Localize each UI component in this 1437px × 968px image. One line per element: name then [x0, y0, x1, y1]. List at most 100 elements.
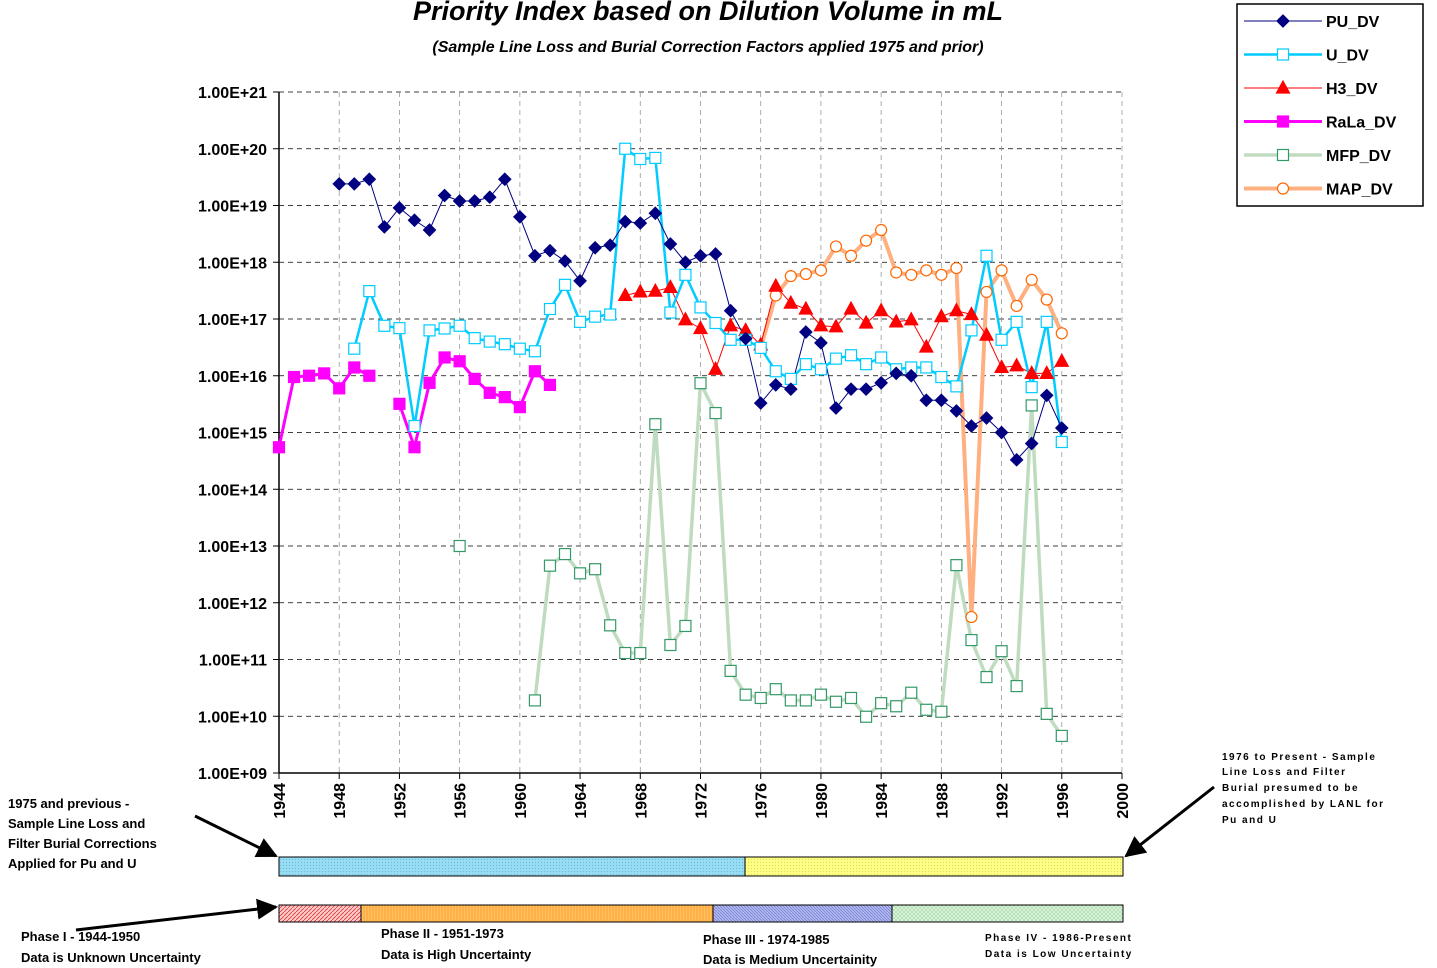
y-tick-label: 1.00E+15 — [198, 426, 267, 443]
marker — [950, 261, 963, 275]
marker — [632, 283, 648, 298]
legend-label: H3_DV — [1326, 81, 1378, 98]
marker — [363, 285, 376, 298]
marker — [558, 254, 572, 268]
marker — [332, 177, 347, 191]
annotation-line: Phase II - 1951-1973 — [381, 926, 504, 941]
marker — [920, 361, 933, 374]
marker — [920, 264, 933, 277]
marker — [1009, 452, 1024, 467]
series-line — [625, 285, 1063, 374]
marker — [783, 382, 798, 397]
marker — [1024, 436, 1039, 451]
correction-bar-before — [278, 856, 746, 877]
marker — [678, 255, 693, 270]
marker — [739, 688, 752, 701]
annotation: Phase I - 1944-1950 Data is Unknown Unce… — [21, 929, 202, 965]
annotation-line: Phase III - 1974-1985 — [703, 932, 829, 947]
annotation-line: accomplished by LANL for — [1222, 799, 1385, 810]
marker — [362, 172, 377, 187]
marker — [708, 361, 724, 375]
marker — [679, 268, 692, 281]
marker — [453, 539, 466, 553]
marker — [980, 670, 993, 684]
annotation-line: Filter Burial Corrections — [8, 836, 157, 851]
marker — [648, 206, 663, 221]
marker — [890, 266, 903, 279]
legend-label: PU_DV — [1326, 14, 1380, 31]
annotation-line: Phase I - 1944-1950 — [21, 929, 140, 944]
marker — [348, 342, 361, 355]
x-tick-label: 1964 — [573, 783, 590, 819]
marker — [573, 567, 587, 580]
marker — [468, 372, 481, 386]
marker — [1040, 315, 1053, 328]
marker — [859, 234, 873, 247]
y-tick-label: 1.00E+12 — [198, 596, 267, 613]
marker — [318, 367, 331, 380]
marker — [693, 248, 708, 263]
arrow — [1124, 785, 1215, 858]
marker — [497, 172, 512, 187]
marker — [347, 177, 362, 191]
x-tick-label: 1976 — [754, 783, 771, 819]
marker — [814, 363, 828, 376]
marker — [964, 419, 979, 433]
marker — [994, 359, 1010, 374]
x-tick-label: 1948 — [332, 783, 349, 819]
marker — [738, 331, 753, 346]
legend-label: MFP_DV — [1326, 148, 1391, 165]
marker — [663, 237, 678, 251]
marker — [453, 355, 466, 368]
marker — [994, 425, 1009, 440]
y-tick-label: 1.00E+11 — [199, 653, 267, 670]
annotation-line: Data is High Uncertainty — [381, 947, 532, 962]
marker — [799, 694, 812, 707]
marker — [858, 314, 874, 329]
marker — [723, 317, 739, 332]
x-tick-label: 1984 — [874, 783, 891, 819]
marker — [919, 393, 934, 408]
marker — [933, 308, 949, 323]
marker — [979, 411, 994, 425]
marker — [528, 365, 542, 378]
annotation-line: Line Loss and Filter — [1222, 767, 1346, 778]
y-tick-label: 1.00E+19 — [198, 199, 267, 216]
marker — [647, 282, 663, 297]
y-tick-label: 1.00E+13 — [198, 539, 267, 556]
x-tick-label: 2000 — [1115, 783, 1132, 819]
legend-label: MAP_DV — [1326, 182, 1393, 199]
marker — [784, 694, 797, 707]
marker — [829, 240, 843, 253]
marker — [965, 633, 978, 647]
y-tick-label: 1.00E+10 — [198, 709, 267, 726]
marker — [784, 270, 797, 283]
annotation: 1976 to Present - Sample Line Loss and F… — [1222, 752, 1385, 826]
marker — [1024, 365, 1040, 380]
marker — [829, 695, 843, 708]
y-tick-label: 1.00E+16 — [198, 369, 267, 386]
marker — [408, 419, 421, 433]
marker — [513, 342, 526, 355]
marker — [437, 188, 452, 203]
marker — [920, 703, 933, 716]
marker — [723, 303, 738, 318]
marker — [543, 378, 557, 391]
marker — [963, 306, 979, 321]
marker — [649, 151, 662, 164]
arrow — [194, 814, 278, 858]
annotation-line: Data is Medium Uncertainity — [703, 952, 878, 967]
marker — [724, 333, 737, 346]
marker — [768, 378, 783, 392]
marker — [813, 317, 829, 332]
marker — [995, 333, 1008, 346]
marker — [995, 264, 1008, 277]
annotation-line: Applied for Pu and U — [8, 856, 137, 871]
marker — [603, 238, 618, 253]
marker — [1276, 115, 1290, 128]
marker — [438, 322, 451, 335]
marker — [588, 240, 602, 255]
marker — [392, 200, 407, 215]
legend-box — [1236, 3, 1424, 207]
marker — [618, 214, 633, 229]
